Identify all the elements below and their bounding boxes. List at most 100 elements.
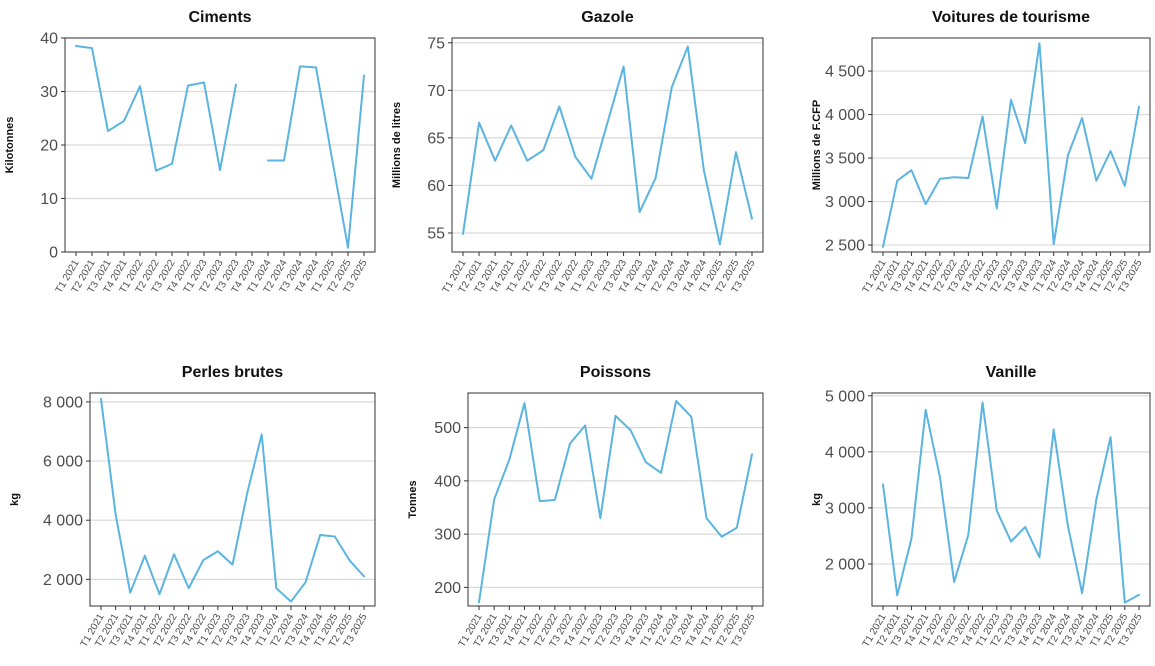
data-point	[363, 575, 365, 577]
data-point	[721, 536, 723, 538]
data-point	[539, 500, 541, 502]
y-tick-label: 4 000	[43, 513, 83, 530]
y-tick-label: 75	[427, 35, 445, 52]
series-line	[882, 42, 1140, 248]
y-tick-label: 65	[427, 130, 445, 147]
data-point	[953, 581, 955, 583]
data-point	[554, 499, 556, 501]
data-point	[267, 160, 269, 162]
data-point	[925, 203, 927, 205]
data-point	[574, 156, 576, 158]
y-axis-label: Millions de F.CFP	[811, 100, 823, 190]
y-tick-label: 200	[434, 580, 461, 597]
y-tick-label: 55	[427, 225, 445, 242]
data-point	[1038, 556, 1040, 558]
data-point	[203, 81, 205, 83]
data-point	[508, 459, 510, 461]
data-point	[123, 120, 125, 122]
data-point	[217, 550, 219, 552]
data-point	[1110, 150, 1112, 152]
chart-title: Perles brutes	[182, 364, 283, 381]
y-tick-label: 2 000	[43, 572, 83, 589]
data-point	[655, 177, 657, 179]
data-point	[569, 443, 571, 445]
y-tick-label: 40	[40, 31, 58, 48]
data-point	[607, 122, 609, 124]
data-point	[687, 46, 689, 48]
data-point	[75, 45, 77, 47]
data-point	[690, 416, 692, 418]
data-point	[1024, 526, 1026, 528]
data-point	[462, 233, 464, 235]
y-tick-label: 3 000	[825, 500, 865, 517]
data-point	[1038, 42, 1040, 44]
data-point	[910, 538, 912, 540]
data-point	[736, 527, 738, 529]
data-point	[996, 510, 998, 512]
y-tick-label: 2 000	[825, 556, 865, 573]
y-tick-label: 30	[40, 84, 58, 101]
data-point	[630, 429, 632, 431]
data-point	[896, 594, 898, 596]
data-point	[671, 86, 673, 88]
data-point	[599, 517, 601, 519]
data-point	[1010, 99, 1012, 101]
data-point	[1138, 594, 1140, 596]
y-axis-label: Kilotonnes	[4, 117, 16, 174]
chart-title: Voitures de tourisme	[932, 9, 1090, 26]
data-point	[155, 170, 157, 172]
data-point	[1067, 525, 1069, 527]
data-point	[953, 176, 955, 178]
data-point	[235, 84, 237, 86]
data-point	[348, 559, 350, 561]
data-point	[939, 178, 941, 180]
data-point	[1053, 243, 1055, 245]
data-point	[283, 160, 285, 162]
data-point	[526, 160, 528, 162]
data-point	[1095, 499, 1097, 501]
data-point	[261, 433, 263, 435]
y-tick-label: 3 000	[825, 194, 865, 211]
data-point	[1024, 142, 1026, 144]
data-point	[1138, 106, 1140, 108]
data-point	[188, 587, 190, 589]
data-point	[100, 398, 102, 400]
data-point	[1124, 602, 1126, 604]
data-point	[173, 553, 175, 555]
data-point	[703, 169, 705, 171]
y-axis-label: kg	[811, 493, 823, 506]
data-point	[982, 402, 984, 404]
y-tick-label: 6 000	[43, 454, 83, 471]
data-point	[115, 513, 117, 515]
y-tick-label: 500	[434, 420, 461, 437]
data-point	[735, 151, 737, 153]
y-tick-label: 4 000	[825, 107, 865, 124]
series-line	[100, 397, 365, 603]
data-point	[275, 587, 277, 589]
data-point	[91, 47, 93, 49]
data-point	[1081, 592, 1083, 594]
y-axis-label: Millions de litres	[391, 102, 403, 188]
plot-frame	[89, 392, 376, 607]
data-point	[158, 593, 160, 595]
data-point	[299, 65, 301, 67]
data-point	[623, 66, 625, 68]
data-point	[542, 149, 544, 151]
y-tick-label: 2 500	[825, 238, 865, 255]
data-point	[910, 169, 912, 171]
series-line	[882, 401, 1140, 604]
data-point	[639, 211, 641, 213]
data-point	[719, 243, 721, 245]
data-point	[493, 499, 495, 501]
data-point	[1067, 154, 1069, 156]
data-point	[232, 564, 234, 566]
data-point	[967, 534, 969, 536]
data-point	[882, 246, 884, 248]
y-axis-label: Tonnes	[407, 480, 419, 518]
data-point	[675, 400, 677, 402]
data-point	[584, 424, 586, 426]
data-point	[982, 115, 984, 117]
